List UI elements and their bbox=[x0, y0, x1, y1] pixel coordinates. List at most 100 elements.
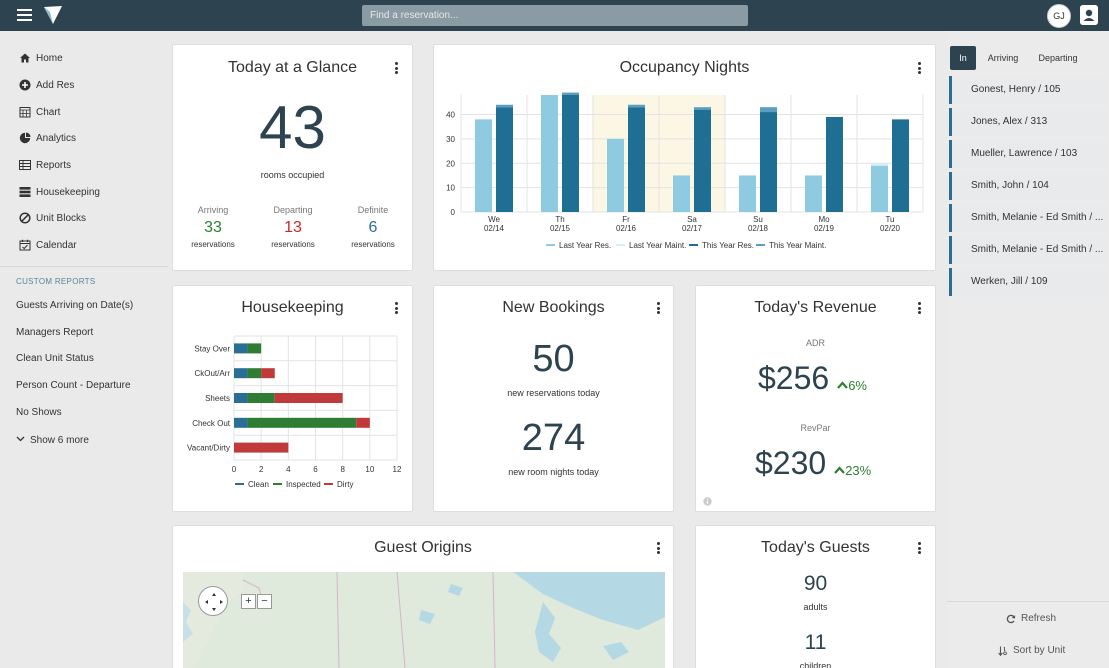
sidebar-item-label: Reports bbox=[36, 159, 72, 171]
tab-arriving[interactable]: Arriving bbox=[987, 53, 1019, 63]
legend-label: Last Year Res. bbox=[559, 241, 611, 250]
info-icon[interactable] bbox=[703, 497, 712, 506]
tab-in[interactable]: In bbox=[950, 46, 976, 70]
bar-this-year-res bbox=[628, 107, 645, 212]
adr-row: $256 6% bbox=[758, 360, 867, 397]
kebab-menu-icon[interactable] bbox=[657, 542, 661, 554]
bar-this-year-maint bbox=[628, 104, 645, 108]
occupancy-chart: 010203040We02/14Th02/15Fr02/16Sa02/17Su0… bbox=[446, 92, 924, 250]
guest-list-item[interactable]: Jones, Alex / 313 bbox=[949, 108, 1106, 136]
bar-last-year-res bbox=[673, 175, 690, 212]
guest-list-item[interactable]: Werken, Jill / 109 bbox=[949, 268, 1106, 296]
legend-label: Clean bbox=[248, 480, 269, 489]
report-link[interactable]: Person Count - Departure bbox=[16, 380, 131, 391]
x-tick-label: Tu bbox=[885, 215, 894, 224]
guest-list-item[interactable]: Mueller, Lawrence / 103 bbox=[949, 140, 1106, 168]
arriving-stat[interactable]: Arriving 33 reservations bbox=[191, 205, 235, 249]
report-link[interactable]: Clean Unit Status bbox=[16, 353, 94, 364]
legend-label: This Year Res. bbox=[702, 241, 754, 250]
sidebar-item-add-res[interactable]: Add Res bbox=[19, 76, 74, 94]
revpar-change: 23% bbox=[834, 463, 871, 478]
x-tick-label: Mo bbox=[818, 215, 830, 224]
tab-departing[interactable]: Departing bbox=[1038, 53, 1078, 63]
kebab-menu-icon[interactable] bbox=[918, 62, 922, 74]
sidebar-item-calendar[interactable]: Calendar bbox=[19, 236, 77, 254]
bar-inspected bbox=[247, 417, 357, 428]
sidebar-item-reports[interactable]: Reports bbox=[19, 156, 71, 174]
sidebar-item-chart[interactable]: Chart bbox=[19, 103, 60, 121]
report-link[interactable]: No Shows bbox=[16, 407, 62, 418]
logo-icon[interactable] bbox=[42, 4, 64, 26]
kebab-menu-icon[interactable] bbox=[918, 302, 922, 314]
bar-last-year-res bbox=[739, 175, 756, 212]
weekend-highlight bbox=[593, 95, 659, 212]
x-tick-label: 02/16 bbox=[616, 224, 637, 233]
revpar-row: $230 23% bbox=[755, 445, 871, 482]
report-link[interactable]: Guests Arriving on Date(s) bbox=[16, 300, 134, 311]
legend-label: This Year Maint. bbox=[769, 241, 826, 250]
guest-list-item[interactable]: Smith, John / 104 bbox=[949, 172, 1106, 200]
map-pan-control[interactable] bbox=[198, 586, 228, 616]
x-tick-label: 02/20 bbox=[880, 224, 901, 233]
revpar-value: $230 bbox=[755, 445, 827, 481]
guest-origins-map[interactable]: + − bbox=[183, 572, 665, 668]
refresh-button[interactable]: Refresh bbox=[1006, 613, 1056, 624]
bar-dirty bbox=[274, 393, 343, 403]
bar-this-year-res bbox=[496, 107, 513, 212]
sort-numeric-icon bbox=[998, 646, 1007, 656]
bar-inspected bbox=[247, 343, 262, 354]
pan-arrows-icon bbox=[205, 593, 223, 611]
bar-last-year-maint bbox=[871, 163, 888, 166]
x-tick-label: 6 bbox=[313, 465, 318, 474]
address-book-icon[interactable] bbox=[1080, 5, 1098, 25]
sidebar-item-home[interactable]: Home bbox=[19, 49, 63, 67]
show-more-link[interactable]: Show 6 more bbox=[16, 434, 89, 446]
bar-this-year-res bbox=[826, 116, 843, 212]
y-tick-label: 20 bbox=[446, 159, 455, 168]
sidebar-item-label: Unit Blocks bbox=[36, 212, 87, 224]
home-icon bbox=[19, 52, 31, 64]
guest-list-item[interactable]: Smith, Melanie - Ed Smith / ... bbox=[949, 236, 1106, 264]
top-bar: GJ bbox=[0, 0, 1109, 31]
y-tick-label: 40 bbox=[446, 111, 455, 120]
todays-guests-card: Today's Guests 90 adults 11 children bbox=[695, 525, 936, 668]
sidebar-item-unit-blocks[interactable]: Unit Blocks bbox=[19, 209, 86, 227]
kebab-menu-icon[interactable] bbox=[657, 302, 661, 314]
bar-this-year-res bbox=[760, 112, 777, 212]
sidebar-item-analytics[interactable]: Analytics bbox=[19, 129, 76, 147]
adr-value: $256 bbox=[758, 360, 830, 396]
y-tick-label: CkOut/Arr bbox=[194, 369, 230, 378]
report-link[interactable]: Managers Report bbox=[16, 327, 94, 338]
y-tick-label: Sheets bbox=[205, 394, 230, 403]
kebab-menu-icon[interactable] bbox=[395, 302, 399, 314]
definite-stat[interactable]: Definite 6 reservations bbox=[351, 205, 395, 249]
y-tick-label: Vacant/Dirty bbox=[187, 444, 230, 453]
kebab-menu-icon[interactable] bbox=[395, 62, 399, 74]
sort-by-unit-button[interactable]: Sort by Unit bbox=[998, 645, 1065, 656]
x-tick-label: 12 bbox=[393, 465, 402, 474]
zoom-out-button[interactable]: − bbox=[257, 594, 272, 609]
sidebar-item-label: Calendar bbox=[36, 239, 77, 251]
departing-stat[interactable]: Departing 13 reservations bbox=[271, 205, 315, 249]
zoom-in-button[interactable]: + bbox=[241, 594, 256, 609]
x-tick-label: Su bbox=[753, 215, 763, 224]
card-title: Housekeeping bbox=[241, 299, 344, 316]
sidebar-item-label: Chart bbox=[36, 106, 61, 118]
legend-label: Inspected bbox=[286, 480, 321, 489]
avatar[interactable]: GJ bbox=[1047, 4, 1071, 28]
rooms-occupied-label: rooms occupied bbox=[260, 170, 325, 180]
bar-last-year-res bbox=[475, 119, 492, 212]
guest-list-item[interactable]: Smith, Melanie - Ed Smith / ... bbox=[949, 204, 1106, 232]
menu-icon[interactable] bbox=[17, 9, 32, 21]
y-tick-label: 30 bbox=[446, 135, 455, 144]
ban-icon bbox=[19, 212, 31, 224]
weekend-highlight bbox=[659, 95, 725, 212]
guest-list-item[interactable]: Gonest, Henry / 105 bbox=[949, 76, 1106, 104]
new-room-nights-count: 274 bbox=[521, 417, 586, 459]
today-at-a-glance-card: Today at a Glance 43 rooms occupied Arri… bbox=[172, 44, 413, 271]
bar-last-year-res bbox=[805, 175, 822, 212]
kebab-menu-icon[interactable] bbox=[918, 542, 922, 554]
search-input[interactable] bbox=[362, 5, 748, 26]
children-label: children bbox=[799, 661, 832, 668]
sidebar-item-housekeeping[interactable]: Housekeeping bbox=[19, 183, 100, 201]
